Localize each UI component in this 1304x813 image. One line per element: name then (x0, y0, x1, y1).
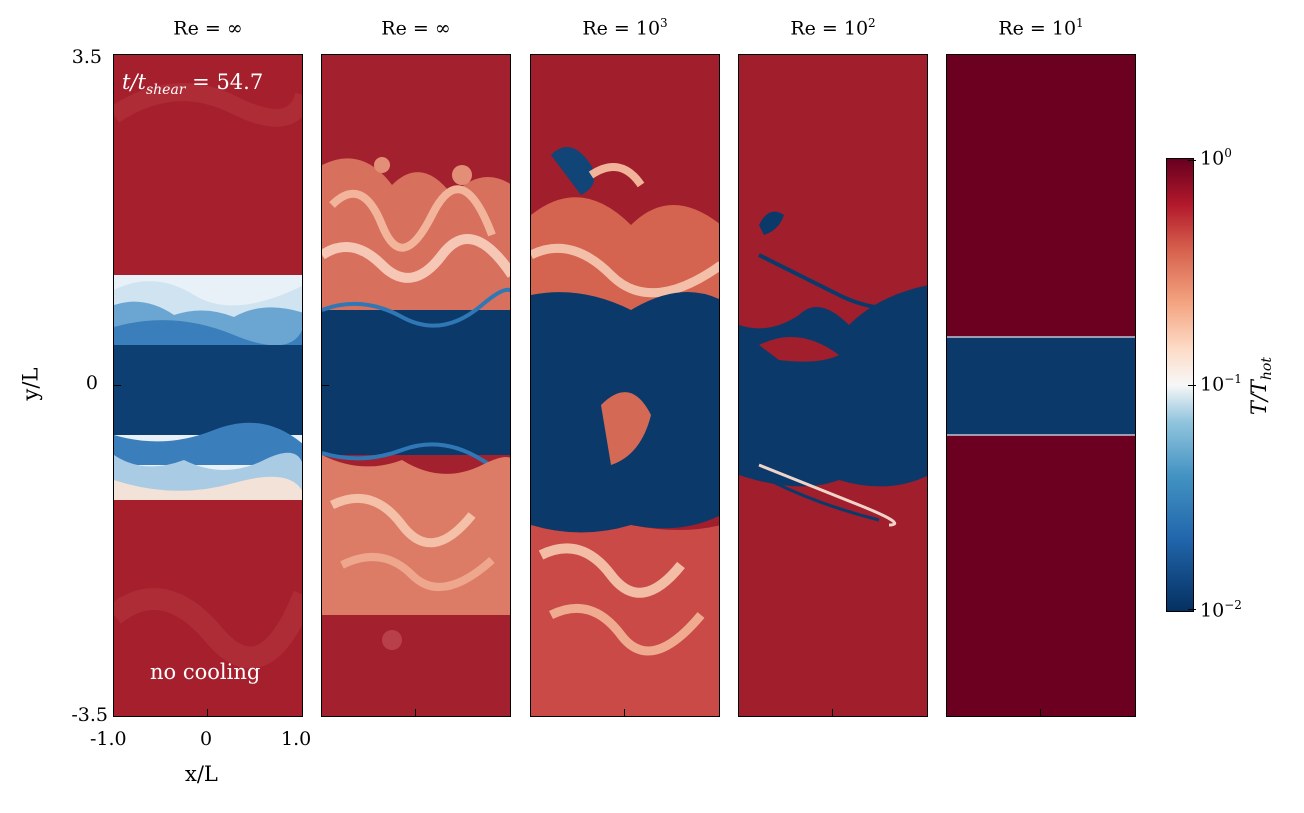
x-tickmark-p3 (624, 709, 626, 716)
x-tick-left: -1.0 (90, 728, 127, 750)
x-tickmark-p4 (832, 709, 834, 716)
y-tickmark-middle-p2 (322, 385, 329, 387)
panel-title-5: Re = 101 (998, 16, 1084, 40)
colorbar-tick-bottom: 10−2 (1200, 598, 1242, 622)
x-tickmark-p5 (1040, 709, 1042, 716)
y-tick-middle: 0 (85, 372, 98, 394)
simulation-panel-3 (530, 54, 720, 717)
cb-major-tick-mid (1188, 385, 1196, 387)
simulation-panel-4 (738, 54, 928, 717)
time-annotation: t/tshear = 54.7 (122, 70, 264, 99)
colorbar-tick-mid: 10−1 (1200, 372, 1242, 396)
colorbar-tick-top: 100 (1200, 146, 1232, 170)
x-tickmark-p1 (207, 709, 209, 716)
no-cooling-label: no cooling (150, 660, 261, 684)
simulation-panel-1 (113, 54, 303, 717)
y-tickmark-middle (114, 385, 121, 387)
colorbar-label: T/Thot (1246, 357, 1276, 416)
cb-major-tick-top (1188, 160, 1196, 162)
x-tick-right: 1.0 (281, 728, 312, 750)
cb-major-tick-bottom (1188, 609, 1196, 611)
panel-title-4: Re = 102 (790, 16, 876, 40)
y-tick-top: 3.5 (71, 46, 102, 68)
simulation-panel-5 (946, 54, 1136, 717)
x-axis-label: x/L (185, 762, 218, 786)
y-tick-bottom: -3.5 (71, 704, 108, 726)
panel-title-2: Re = ∞ (381, 17, 451, 40)
x-tickmark-p2 (415, 709, 417, 716)
simulation-panel-2 (321, 54, 511, 717)
panel-title-1: Re = ∞ (173, 17, 243, 40)
panel-title-3: Re = 103 (582, 16, 668, 40)
x-tick-center: 0 (200, 728, 213, 750)
y-axis-label: y/L (18, 367, 43, 401)
